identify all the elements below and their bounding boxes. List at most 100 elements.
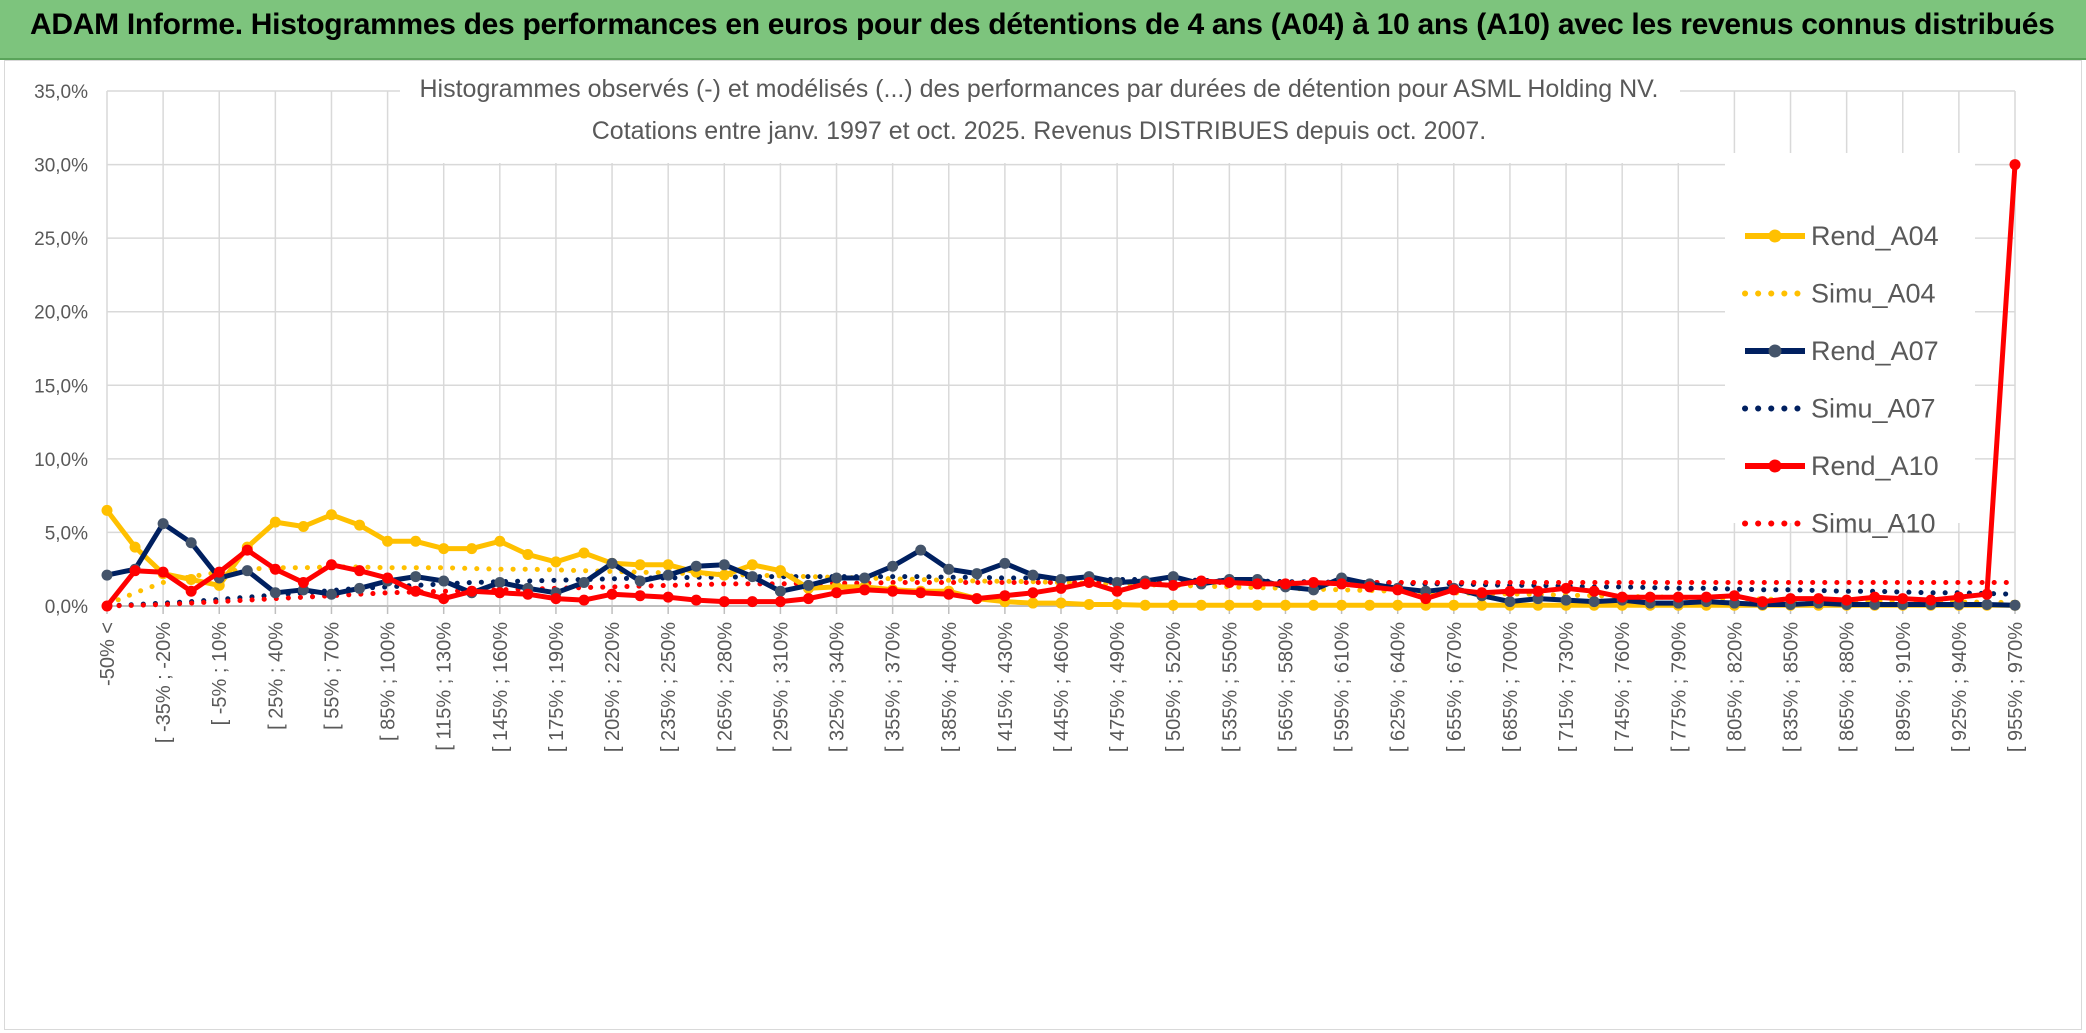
- data-point: [382, 535, 394, 547]
- data-point: [578, 576, 590, 588]
- data-point: [1111, 599, 1123, 611]
- data-point: [325, 559, 337, 571]
- data-point: [213, 566, 225, 578]
- data-point: [410, 535, 422, 547]
- data-point: [634, 575, 646, 587]
- legend: Rend_A04 Simu_A04 Rend_A07 Simu_A07 Rend_A10…: [1725, 153, 1975, 539]
- data-point: [241, 565, 253, 577]
- data-point: [1925, 594, 1937, 606]
- data-point: [662, 559, 674, 571]
- data-point: [1111, 576, 1123, 588]
- x-tick-label: [ 205% ; 220%: [602, 622, 624, 752]
- data-point: [522, 588, 534, 600]
- legend-label: Rend_A07: [1811, 336, 1939, 366]
- data-point: [1308, 599, 1320, 611]
- data-point: [157, 566, 169, 578]
- data-point: [1560, 594, 1572, 606]
- data-point: [1083, 576, 1095, 588]
- data-point: [2009, 599, 2021, 611]
- data-point: [971, 593, 983, 605]
- x-tick-label: [ 445% ; 460%: [1051, 622, 1073, 752]
- legend-label: Simu_A04: [1811, 279, 1936, 309]
- x-tick-label: [ 745% ; 760%: [1612, 622, 1634, 752]
- series-rend_a10: [101, 159, 2021, 612]
- data-point: [774, 596, 786, 608]
- data-point: [887, 560, 899, 572]
- data-point: [438, 575, 450, 587]
- x-tick-label: -50% <: [97, 622, 119, 686]
- legend-bg: [1725, 153, 1975, 523]
- data-point: [382, 572, 394, 584]
- legend-marker: [1768, 344, 1782, 358]
- legend-item: Rend_A07: [1745, 336, 1939, 366]
- data-point: [1728, 590, 1740, 602]
- x-tick-label: [ 145% ; 160%: [490, 622, 512, 752]
- data-point: [999, 557, 1011, 569]
- data-point: [690, 560, 702, 572]
- x-tick-label: [ 295% ; 310%: [770, 622, 792, 752]
- data-point: [999, 590, 1011, 602]
- data-point: [550, 593, 562, 605]
- x-tick-label: [ 775% ; 790%: [1668, 622, 1690, 752]
- data-point: [831, 572, 843, 584]
- data-point: [718, 569, 730, 581]
- data-point: [915, 544, 927, 556]
- data-point: [1392, 599, 1404, 611]
- banner-title: ADAM Informe. Histogrammes des performan…: [30, 8, 2055, 41]
- data-point: [1111, 585, 1123, 597]
- data-point: [1027, 587, 1039, 599]
- data-point: [1027, 597, 1039, 609]
- data-point: [1167, 599, 1179, 611]
- data-point: [662, 569, 674, 581]
- data-point: [1841, 594, 1853, 606]
- data-point: [1195, 599, 1207, 611]
- data-point: [746, 596, 758, 608]
- data-point: [494, 535, 506, 547]
- x-tick-label: [ 385% ; 400%: [939, 622, 961, 752]
- data-point: [718, 559, 730, 571]
- data-point: [1223, 576, 1235, 588]
- data-point: [1167, 579, 1179, 591]
- data-point: [802, 593, 814, 605]
- x-tick-label: [ 25% ; 40%: [265, 622, 287, 730]
- data-point: [1364, 581, 1376, 593]
- data-point: [1785, 593, 1797, 605]
- x-tick-label: [ 415% ; 430%: [995, 622, 1017, 752]
- x-tick-label: [ -35% ; -20%: [153, 622, 175, 743]
- series-layer: [101, 159, 2021, 612]
- data-point: [578, 547, 590, 559]
- data-point: [1279, 578, 1291, 590]
- legend-marker: [1768, 459, 1782, 473]
- data-point: [157, 518, 169, 530]
- data-point: [297, 576, 309, 588]
- legend-item: Rend_A04: [1745, 221, 1939, 251]
- data-point: [1897, 593, 1909, 605]
- x-tick-label: [ 505% ; 520%: [1163, 622, 1185, 752]
- data-point: [606, 557, 618, 569]
- data-point: [774, 585, 786, 597]
- data-point: [578, 594, 590, 606]
- data-point: [943, 588, 955, 600]
- x-tick-label: [ 595% ; 610%: [1332, 622, 1354, 752]
- x-tick-label: [ 685% ; 700%: [1500, 622, 1522, 752]
- data-point: [1756, 596, 1768, 608]
- x-tick-label: [ 175% ; 190%: [546, 622, 568, 752]
- x-tick-label: [ 265% ; 280%: [714, 622, 736, 752]
- x-tick-label: [ 805% ; 820%: [1724, 622, 1746, 752]
- data-point: [859, 584, 871, 596]
- y-tick-label: 25,0%: [34, 229, 88, 250]
- data-point: [129, 565, 141, 577]
- data-point: [1139, 578, 1151, 590]
- data-point: [101, 569, 113, 581]
- data-point: [1139, 599, 1151, 611]
- data-point: [185, 585, 197, 597]
- data-point: [1532, 585, 1544, 597]
- data-point: [802, 579, 814, 591]
- x-tick-label: [ 85% ; 100%: [378, 622, 400, 741]
- data-point: [354, 565, 366, 577]
- data-point: [1364, 599, 1376, 611]
- data-point: [1448, 599, 1460, 611]
- x-tick-label: [ 625% ; 640%: [1388, 622, 1410, 752]
- banner: ADAM Informe. Histogrammes des performan…: [0, 0, 2086, 60]
- x-tick-label: [ 355% ; 370%: [883, 622, 905, 752]
